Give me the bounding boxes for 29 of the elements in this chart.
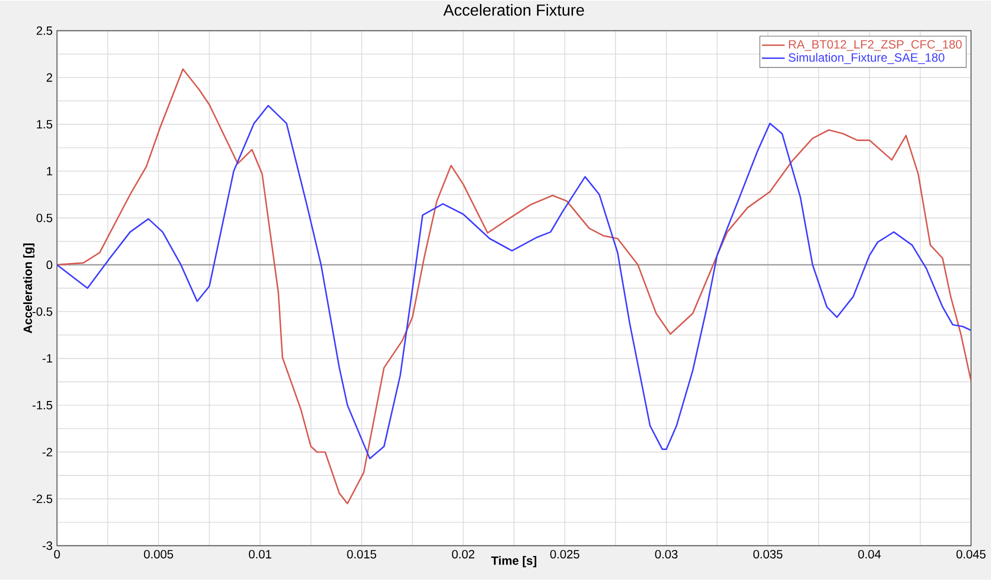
x-tick-label: 0.04	[858, 550, 881, 559]
x-axis-title: Time [s]	[491, 556, 536, 568]
y-tick-label: -1.5	[32, 401, 52, 410]
x-tick-label: 0.045	[956, 550, 986, 559]
y-tick-label: -2.5	[32, 494, 52, 504]
y-tick-label: -2	[42, 448, 52, 456]
x-tick-label: 0.015	[347, 550, 376, 559]
x-tick-label: 0.025	[550, 550, 580, 559]
x-tick-label: 0.02	[452, 550, 474, 559]
legend-label: Simulation_Fixture_SAE_180	[788, 53, 944, 64]
y-tick-label: -0.5	[32, 307, 52, 316]
y-axis-title: Acceleration [g]	[23, 244, 34, 334]
x-tick-label: 0.01	[248, 550, 272, 559]
y-tick-label: -3	[42, 542, 52, 550]
legend-label: RA_BT012_LF2_ZSP_CFC_180	[789, 40, 962, 52]
y-tick-label: 1.5	[36, 120, 52, 129]
x-tick-label: 0.03	[655, 550, 678, 559]
x-tick-label: 0.035	[753, 550, 782, 559]
x-tick-label: 0	[54, 550, 60, 559]
y-tick-label: 0	[46, 260, 52, 270]
y-tick-label: 2.5	[36, 26, 52, 36]
line-series	[57, 105, 972, 460]
y-tick-label: -1	[42, 354, 52, 363]
y-tick-label: 0.5	[36, 214, 52, 222]
x-tick-label: 0.005	[144, 550, 174, 559]
y-tick-label: 2	[46, 73, 52, 82]
y-tick-label: 1	[46, 167, 52, 176]
chart-title: Acceleration Fixture	[443, 4, 584, 16]
line-series	[57, 68, 972, 504]
